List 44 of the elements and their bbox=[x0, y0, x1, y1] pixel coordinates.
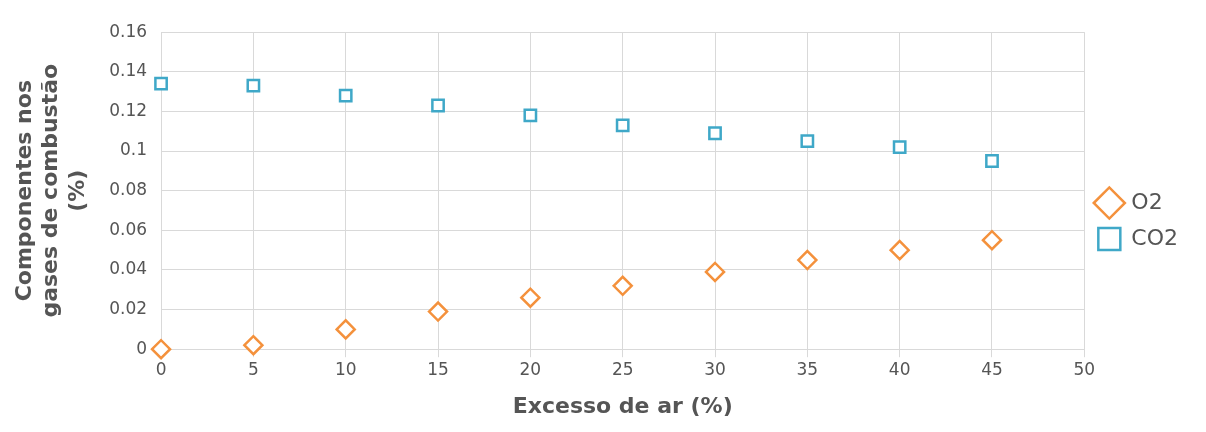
point bbox=[892, 140, 907, 155]
x-tick-label: 15 bbox=[427, 358, 449, 379]
point bbox=[985, 154, 999, 168]
x-tick-label: 25 bbox=[611, 358, 634, 379]
x-tick-label: 20 bbox=[519, 358, 542, 379]
point bbox=[800, 134, 815, 149]
x-tick-label: 35 bbox=[796, 358, 819, 379]
y-tick-label: 0.02 bbox=[109, 298, 148, 318]
x-axis-title: Excesso de ar (%) bbox=[512, 392, 733, 418]
point bbox=[612, 275, 633, 297]
x-tick-label: 0 bbox=[155, 358, 167, 379]
x-tick-label: 50 bbox=[1073, 358, 1096, 379]
y-tick-label: 0 bbox=[136, 337, 148, 358]
point bbox=[427, 301, 449, 322]
y-tick-label: 0.16 bbox=[109, 20, 148, 41]
y-tick-label: 0.04 bbox=[109, 258, 148, 279]
legend-label: O2 bbox=[1131, 188, 1163, 214]
point bbox=[246, 78, 261, 93]
point bbox=[520, 287, 541, 308]
point bbox=[889, 239, 910, 261]
y-tick-label: 0.14 bbox=[109, 60, 148, 81]
legend-label: CO2 bbox=[1131, 224, 1179, 250]
point bbox=[335, 319, 356, 340]
y-tick-label: 0.1 bbox=[120, 139, 148, 160]
y-axis-title: Componentes nos gases de combustão (%) bbox=[10, 63, 89, 318]
point bbox=[704, 261, 726, 283]
x-tick-label: 40 bbox=[888, 358, 911, 379]
x-tick-label: 5 bbox=[247, 358, 259, 379]
point bbox=[615, 118, 630, 133]
point bbox=[154, 76, 168, 91]
x-tick-label: 45 bbox=[981, 358, 1003, 379]
point bbox=[150, 338, 172, 360]
x-tick-label: 10 bbox=[334, 358, 357, 379]
point bbox=[981, 229, 1003, 251]
y-tick-label: 0.06 bbox=[109, 218, 148, 239]
point bbox=[243, 334, 264, 356]
y-tick-label: 0.12 bbox=[109, 99, 148, 120]
point bbox=[431, 98, 445, 113]
x-tick-label: 30 bbox=[704, 358, 726, 379]
point bbox=[708, 126, 722, 141]
point bbox=[523, 108, 538, 123]
point bbox=[797, 249, 818, 271]
point bbox=[338, 88, 353, 103]
y-tick-label: 0.08 bbox=[109, 179, 148, 200]
